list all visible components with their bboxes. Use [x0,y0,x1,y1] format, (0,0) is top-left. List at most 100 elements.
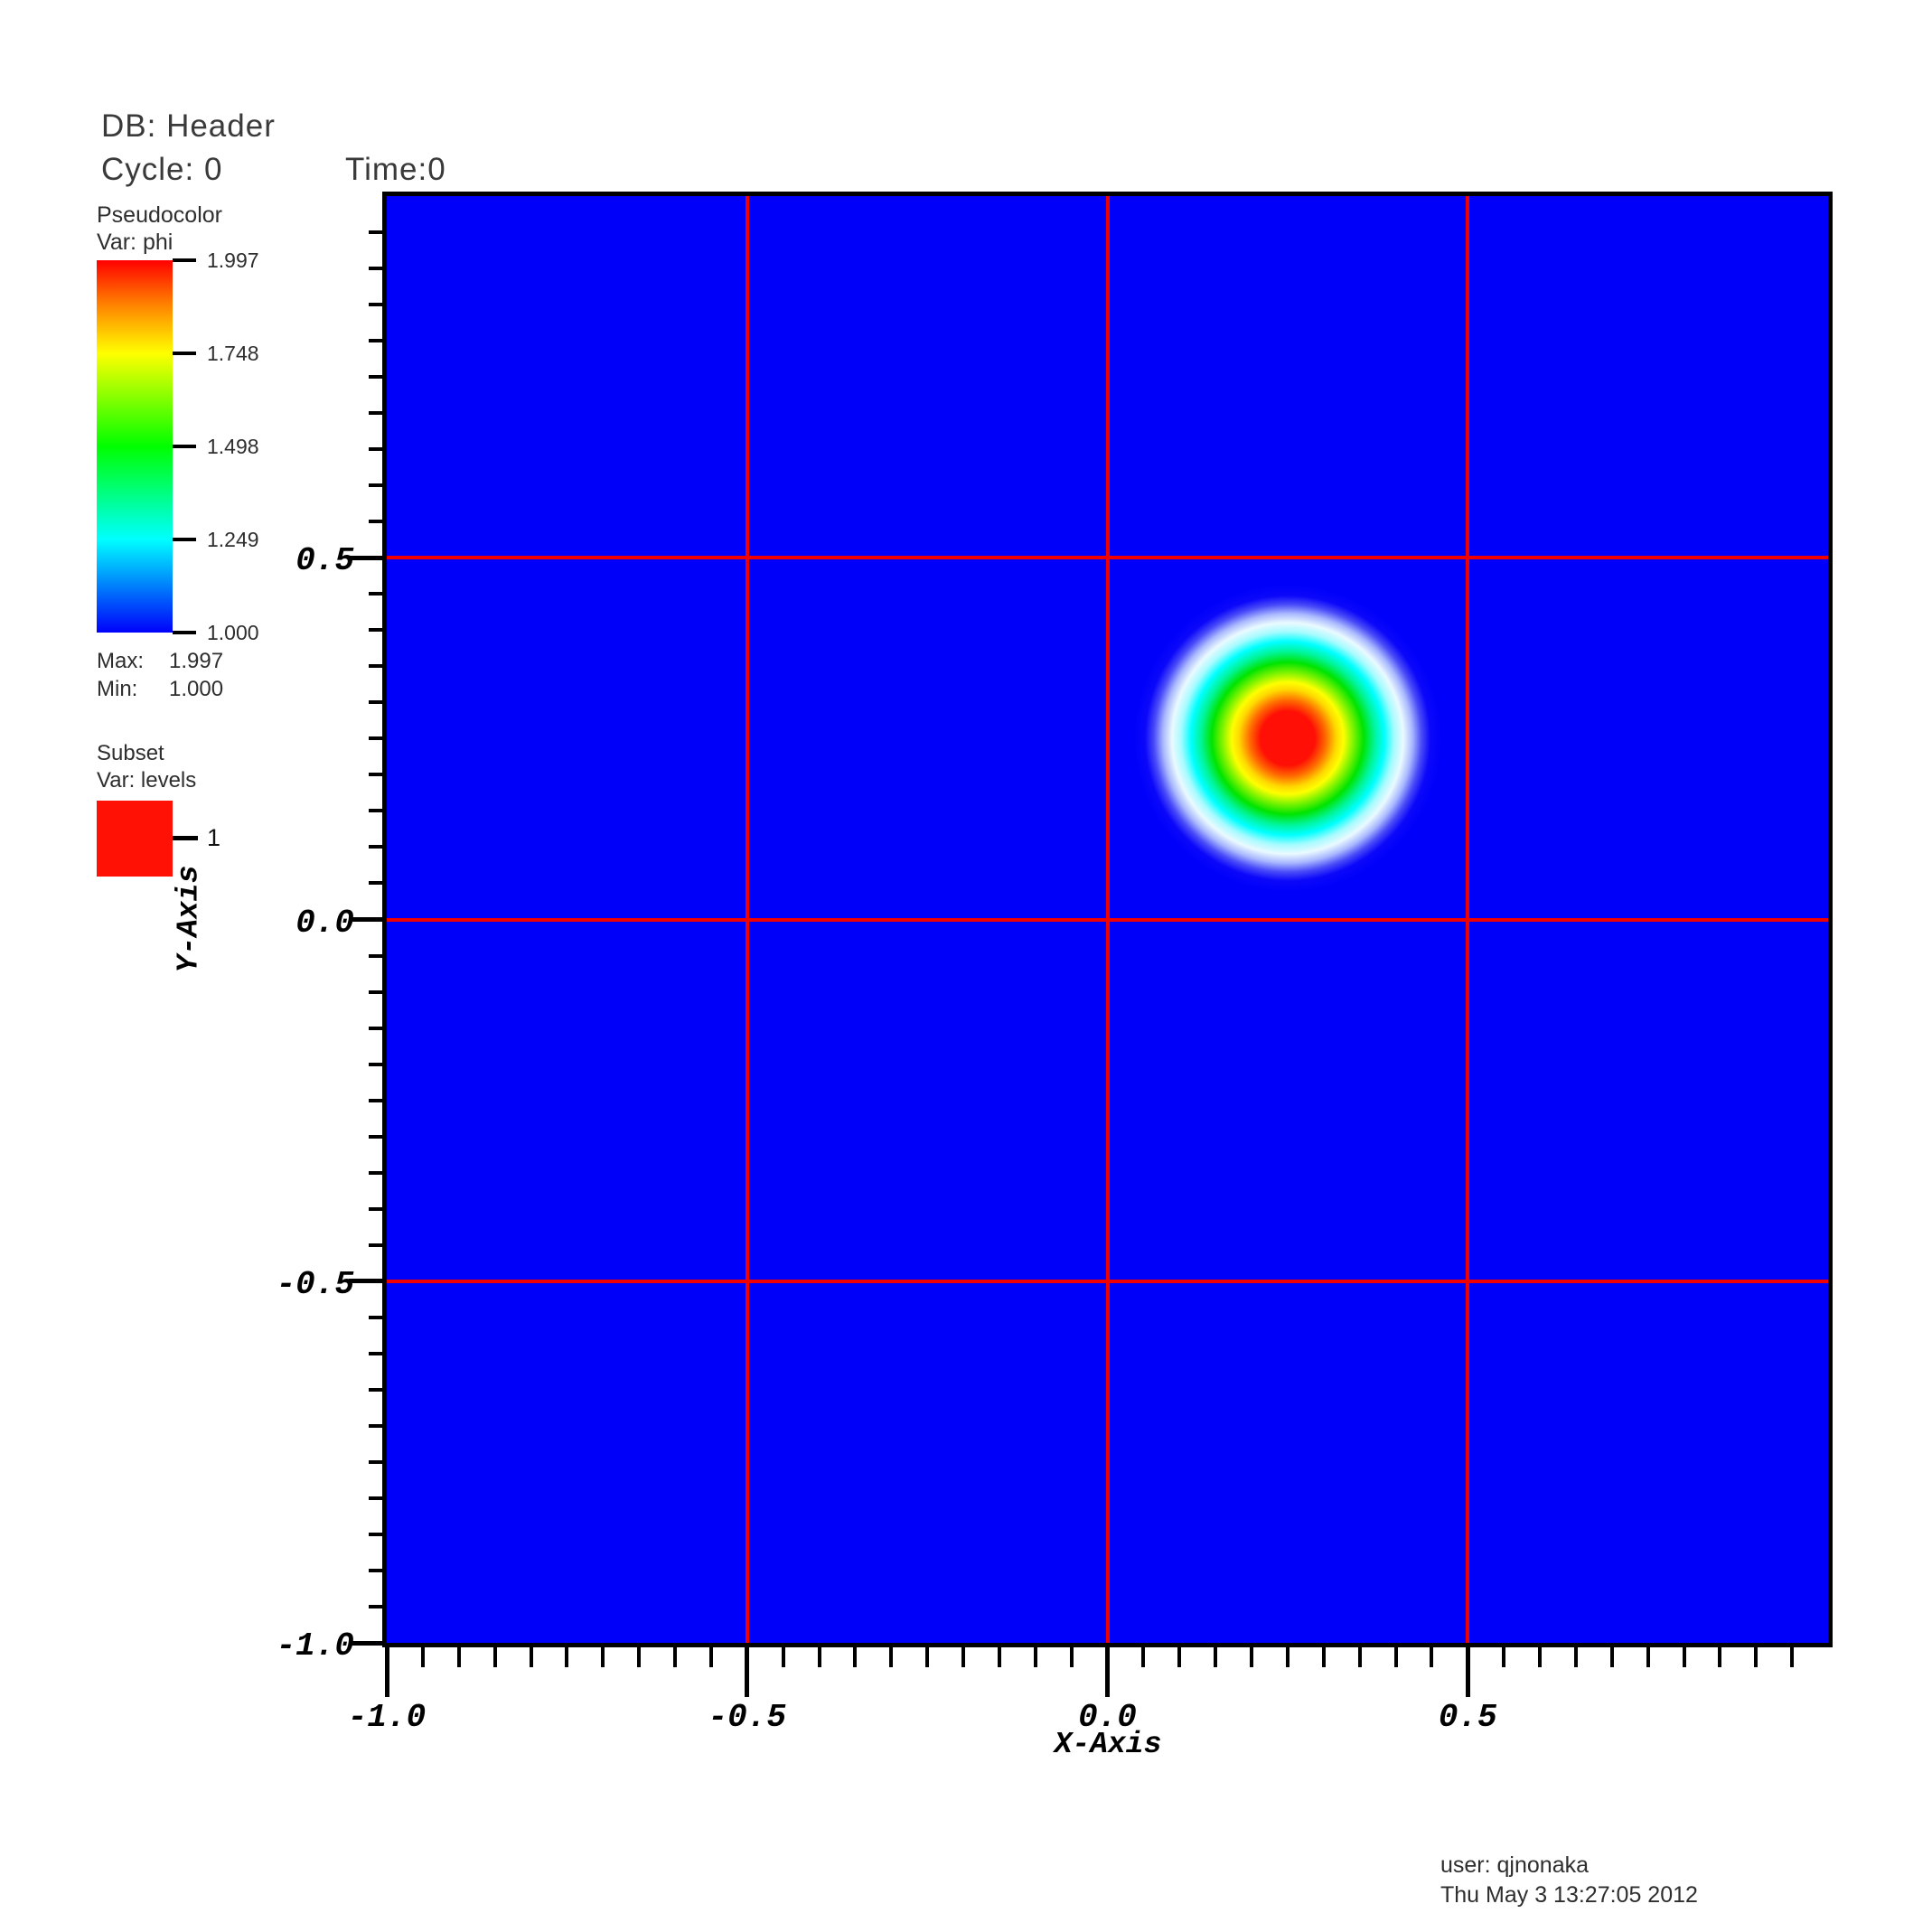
x-minor-tick [781,1643,785,1667]
x-minor-tick [1646,1643,1650,1667]
x-minor-tick [420,1643,425,1667]
y-minor-tick [369,1532,387,1536]
x-minor-tick [565,1643,569,1667]
colorbar-tick-label: 1.249 [207,528,259,551]
date-label: Thu May 3 13:27:05 2012 [1440,1882,1698,1908]
colorbar-tick [173,445,196,448]
colorbar-tick [173,352,196,355]
max-value: 1.997 [169,649,224,673]
x-minor-tick [492,1643,497,1667]
x-major-tick [1105,1643,1110,1697]
x-minor-tick [708,1643,713,1667]
gridline-horizontal [387,917,1828,922]
x-axis-title: X-Axis [1054,1728,1162,1761]
y-major-tick [349,1279,387,1284]
x-minor-tick [1682,1643,1686,1667]
db-header-label: DB: Header [101,108,276,144]
x-minor-tick [1214,1643,1218,1667]
colorbar-tick-label: 1.000 [207,621,259,644]
y-minor-tick [369,628,387,633]
phi-hotspot [1133,585,1441,893]
y-major-tick [349,917,387,922]
x-minor-tick [1754,1643,1758,1667]
x-major-tick [1465,1643,1470,1697]
x-minor-tick [1285,1643,1290,1667]
colorbar-gradient [97,260,173,633]
x-minor-tick [853,1643,858,1667]
x-minor-tick [1250,1643,1253,1667]
y-minor-tick [369,1315,387,1319]
x-minor-tick [961,1643,965,1667]
time-label: Time:0 [345,152,446,187]
y-tick-label: -0.5 [276,1265,354,1303]
y-minor-tick [369,1170,387,1175]
x-minor-tick [1393,1643,1398,1667]
y-minor-tick [369,881,387,886]
y-minor-tick [369,230,387,235]
min-label: Min: [97,677,138,701]
x-minor-tick [1538,1643,1542,1667]
y-minor-tick [369,809,387,813]
y-tick-label: -1.0 [276,1627,354,1665]
y-minor-tick [369,845,387,849]
y-minor-tick [369,1459,387,1464]
colorbar: 1.997 1.748 1.498 1.249 1.000 [97,249,368,644]
y-tick-label: 0.5 [295,542,354,580]
max-label: Max: [97,649,145,673]
x-tick-label: -0.5 [708,1699,786,1736]
plot-canvas[interactable] [387,196,1828,1643]
y-minor-tick [369,1604,387,1608]
y-minor-tick [369,1568,387,1572]
y-tick-label: 0.0 [295,904,354,942]
y-minor-tick [369,592,387,596]
x-minor-tick [601,1643,605,1667]
y-minor-tick [369,520,387,524]
x-minor-tick [637,1643,642,1667]
y-minor-tick [369,303,387,307]
x-minor-tick [456,1643,461,1667]
y-minor-tick [369,953,387,958]
y-minor-tick [369,1351,387,1355]
x-tick-label: 0.5 [1438,1699,1497,1736]
x-minor-tick [1033,1643,1037,1667]
y-minor-tick [369,483,387,488]
subset-legend-title: Subset [97,741,164,765]
x-minor-tick [997,1643,1001,1667]
y-minor-tick [369,1243,387,1247]
x-tick-label: 0.0 [1078,1699,1137,1736]
y-minor-tick [369,989,387,994]
x-major-tick [745,1643,750,1697]
y-minor-tick [369,1387,387,1392]
y-minor-tick [369,1423,387,1428]
colorbar-tick-label: 1.498 [207,435,259,458]
user-label: user: qjnonaka [1440,1852,1590,1878]
x-tick-label: -1.0 [347,1699,427,1736]
x-minor-tick [529,1643,533,1667]
gridline-horizontal [387,1279,1828,1283]
y-minor-tick [369,447,387,452]
colorbar-tick [173,538,196,541]
x-minor-tick [1069,1643,1074,1667]
x-minor-tick [673,1643,677,1667]
subset-legend: 1 [97,801,368,882]
colorbar-tick-label: 1.997 [207,249,259,272]
colorbar-limits: Max: 1.997 Min: 1.000 [97,649,223,705]
y-minor-tick [369,375,387,380]
x-minor-tick [817,1643,821,1667]
y-minor-tick [369,411,387,416]
min-value: 1.000 [169,677,224,701]
x-minor-tick [1718,1643,1722,1667]
x-minor-tick [1141,1643,1146,1667]
subset-color-swatch [97,801,173,877]
subset-tick [173,836,198,840]
subset-entry-label: 1 [207,824,221,851]
x-minor-tick [1321,1643,1326,1667]
y-minor-tick [369,1134,387,1139]
colorbar-tick-label: 1.748 [207,342,259,365]
colorbar-tick [173,631,196,634]
pseudocolor-var-label: Var: phi [97,230,174,255]
y-minor-tick [369,1062,387,1066]
x-minor-tick [1502,1643,1506,1667]
x-minor-tick [1177,1643,1182,1667]
